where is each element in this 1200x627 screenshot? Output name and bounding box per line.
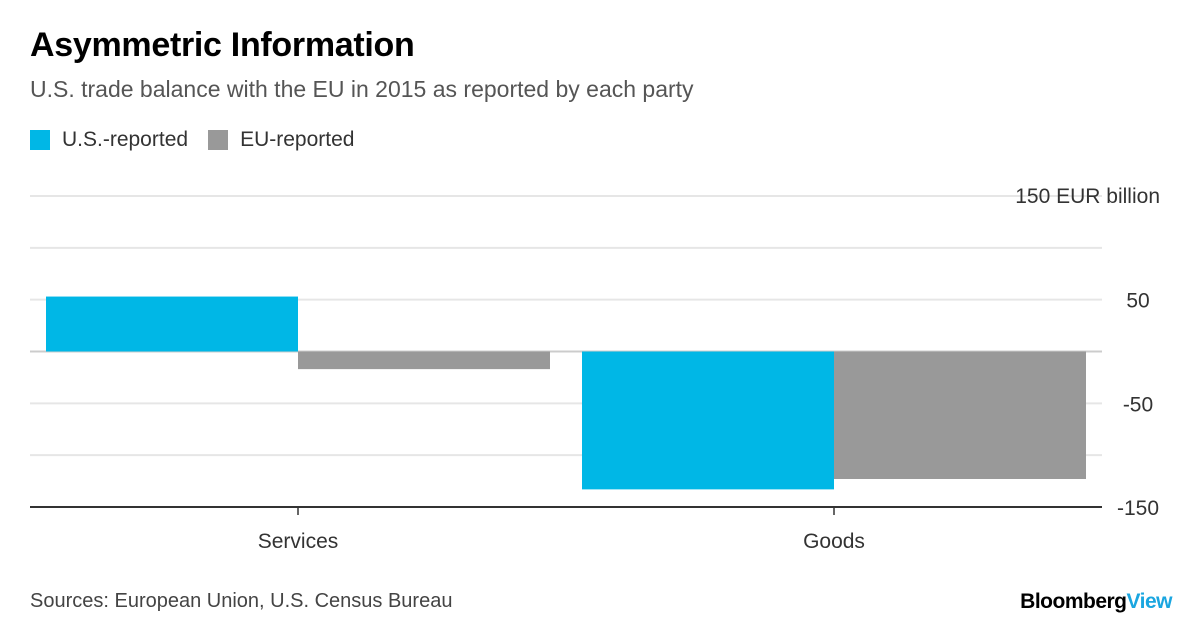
- brand-accent: View: [1126, 590, 1173, 613]
- source-note: Sources: European Union, U.S. Census Bur…: [30, 590, 453, 612]
- y-tick-label: -150: [1117, 497, 1159, 520]
- legend-item-us: U.S.-reported: [30, 128, 188, 152]
- y-tick-label: -50: [1123, 393, 1153, 416]
- bar-services-eu: [298, 351, 550, 370]
- chart-subtitle: U.S. trade balance with the EU in 2015 a…: [30, 76, 694, 102]
- x-tick-label: Goods: [803, 530, 865, 553]
- brand-logo: BloombergView: [1020, 590, 1172, 614]
- legend-label-eu: EU-reported: [240, 128, 355, 151]
- y-tick-label: 50: [1126, 290, 1149, 313]
- bar-goods-eu: [834, 351, 1086, 480]
- legend-swatch-eu: [208, 130, 229, 150]
- legend-swatch-us: [30, 130, 50, 150]
- bar-goods-us: [582, 351, 834, 490]
- y-tick-label: 150 EUR billion: [1015, 185, 1160, 208]
- chart-title: Asymmetric Information: [30, 26, 415, 64]
- legend: U.S.-reported EU-reported: [30, 128, 374, 152]
- x-tick-label: Services: [258, 530, 339, 553]
- brand-main: Bloomberg: [1020, 590, 1127, 613]
- legend-item-eu: EU-reported: [208, 128, 354, 152]
- legend-label-us: U.S.-reported: [62, 128, 189, 151]
- bar-services-us: [46, 296, 298, 352]
